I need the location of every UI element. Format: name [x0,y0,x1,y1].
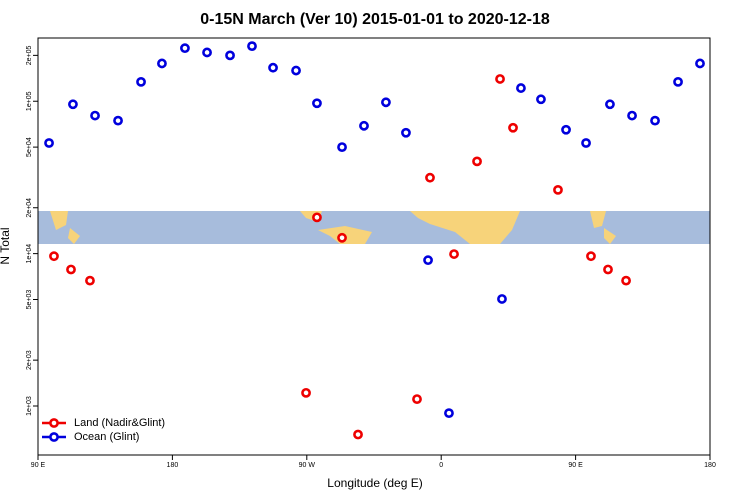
point [497,294,507,304]
y-tick-label: 2e+03 [26,350,33,370]
x-tick-label: 90 W [299,462,316,469]
point [695,58,705,69]
x-tick-label: 90 E [568,462,583,469]
point [444,408,454,419]
point [291,65,301,76]
point [312,212,322,223]
point [44,138,54,148]
point [66,264,76,275]
y-tick-label: 5e+03 [26,290,33,310]
point [337,142,347,153]
chart-title: 0-15N March (Ver 10) 2015-01-01 to 2020-… [200,11,550,28]
legend-label: Ocean (Glint) [74,431,139,443]
point [472,156,482,167]
point [136,76,146,87]
point [359,120,369,131]
point [157,58,167,69]
y-tick-label: 2e+05 [26,45,33,65]
point [621,275,631,286]
y-tick-label: 5e+04 [26,137,33,157]
point [401,127,411,138]
point [425,172,435,183]
y-tick-label: 1e+04 [26,244,33,264]
point [516,83,526,93]
y-tick-label: 1e+05 [26,91,33,111]
y-tick-label: 2e+04 [26,198,33,218]
point [495,74,505,84]
point [353,429,363,440]
point [553,184,563,195]
point [603,264,613,275]
point [650,115,660,126]
point [508,122,518,133]
x-tick-label: 180 [167,462,179,469]
x-axis-label: Longitude (deg E) [327,476,422,490]
map-band [38,211,710,244]
point [247,41,257,52]
point [561,124,571,135]
point [627,110,637,121]
point [337,232,347,243]
legend-marker [49,418,59,428]
point [268,62,278,73]
point [90,110,100,121]
plot-frame [37,37,711,456]
point [673,76,683,87]
point [312,98,322,109]
point [68,99,78,110]
x-tick-label: 0 [439,462,443,469]
legend-label: Land (Nadir&Glint) [74,417,165,429]
point [605,99,615,110]
point [202,47,212,58]
point [381,97,391,108]
point [85,275,95,286]
point [180,43,190,54]
legend-marker [49,432,59,442]
point [536,94,546,105]
point [581,138,591,148]
point [412,394,422,405]
point [225,50,235,61]
point [113,115,123,126]
y-tick-label: 1e+03 [26,396,33,416]
x-tick-label: 180 [704,462,716,469]
point [449,249,459,259]
point [586,251,596,262]
y-axis-label: N Total [0,227,12,264]
x-tick-label: 90 E [31,462,46,469]
point [49,251,59,262]
point [423,255,433,266]
point [301,387,311,398]
